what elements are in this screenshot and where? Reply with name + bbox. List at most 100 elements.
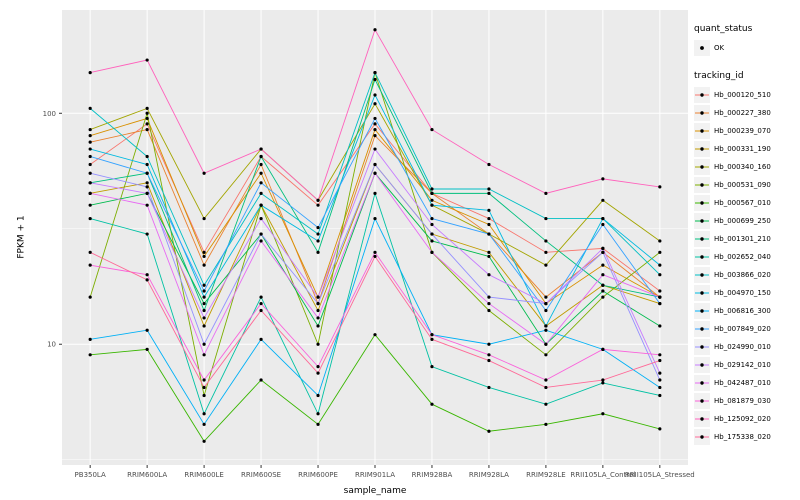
data-point — [88, 337, 92, 341]
data-point — [316, 239, 320, 243]
legend-item-Hb_000239_070: Hb_000239_070 — [694, 122, 800, 140]
data-point — [544, 342, 548, 346]
x-tick-label: RRII105LA_Stressed — [625, 471, 695, 479]
x-tick-label: RRIM600LE — [184, 471, 224, 479]
line-point-key-icon — [694, 159, 710, 175]
data-point — [658, 353, 662, 357]
line-point-key-icon — [694, 141, 710, 157]
data-point — [373, 333, 377, 337]
legend-tracking-id-title: tracking_id — [694, 71, 744, 81]
data-point — [88, 295, 92, 299]
line-point-key-icon — [694, 249, 710, 265]
data-point — [487, 295, 491, 299]
line-point-key-icon — [694, 321, 710, 337]
data-point — [544, 263, 548, 267]
data-point — [145, 58, 149, 62]
legend-item-label: Hb_024990_010 — [714, 343, 771, 351]
data-point — [202, 378, 206, 382]
legend-item-Hb_042487_010: Hb_042487_010 — [694, 374, 800, 392]
data-point — [316, 203, 320, 207]
line-point-key-icon — [694, 339, 710, 355]
x-tick-label: RRIM928LA — [469, 471, 509, 479]
data-point — [145, 154, 149, 159]
x-tick-label: RRIM600LA — [127, 471, 167, 479]
data-point — [145, 191, 149, 195]
data-point — [544, 308, 548, 313]
data-point — [430, 337, 434, 341]
data-point — [373, 134, 377, 138]
data-point — [601, 381, 605, 385]
data-point — [145, 328, 149, 332]
data-point — [202, 295, 206, 299]
data-point — [658, 301, 662, 306]
data-point — [658, 427, 662, 431]
legend-item-label: Hb_000239_070 — [714, 127, 771, 135]
data-point — [487, 273, 491, 277]
data-point — [430, 250, 434, 254]
data-point — [259, 308, 263, 313]
data-point — [259, 232, 263, 236]
data-point — [202, 301, 206, 306]
data-point — [145, 232, 149, 236]
legend-item-Hb_000567_010: Hb_000567_010 — [694, 194, 800, 212]
data-point — [544, 239, 548, 243]
data-point — [658, 371, 662, 375]
data-point — [373, 122, 377, 126]
data-point — [430, 216, 434, 221]
legend: quant_status OK tracking_id Hb_000120_51… — [694, 24, 800, 446]
data-point — [145, 111, 149, 115]
data-point — [202, 283, 206, 287]
data-point — [487, 162, 491, 167]
data-point — [487, 353, 491, 357]
data-point — [430, 232, 434, 236]
line-point-key-icon — [694, 87, 710, 103]
data-point — [658, 250, 662, 254]
legend-item-ok: OK — [694, 39, 800, 57]
data-point — [145, 185, 149, 189]
data-point — [658, 358, 662, 363]
legend-quant-status-title: quant_status — [694, 24, 753, 34]
data-point — [88, 263, 92, 267]
x-tick-label: RRII105LA_Control — [570, 471, 635, 479]
legend-item-label: Hb_000331_190 — [714, 145, 771, 153]
data-point — [487, 232, 491, 236]
legend-item-Hb_001301_210: Hb_001301_210 — [694, 230, 800, 248]
data-point — [259, 216, 263, 221]
legend-item-label: Hb_029142_010 — [714, 361, 771, 369]
data-point — [373, 216, 377, 221]
data-point — [316, 301, 320, 306]
data-point — [316, 232, 320, 236]
legend-item-Hb_000340_160: Hb_000340_160 — [694, 158, 800, 176]
data-point — [601, 412, 605, 416]
data-point — [544, 402, 548, 406]
line-point-key-icon — [694, 267, 710, 283]
legend-item-label: Hb_175338_020 — [714, 433, 771, 441]
line-point-key-icon — [694, 357, 710, 373]
data-point — [259, 181, 263, 185]
data-point — [88, 191, 92, 195]
line-point-key-icon — [694, 123, 710, 139]
data-point — [88, 353, 92, 357]
data-point — [487, 254, 491, 259]
data-point — [316, 308, 320, 313]
legend-item-Hb_000120_510: Hb_000120_510 — [694, 86, 800, 104]
legend-item-label: Hb_002652_040 — [714, 253, 771, 261]
data-point — [88, 106, 92, 110]
data-point — [658, 393, 662, 398]
line-point-key-icon — [694, 177, 710, 193]
data-point — [259, 301, 263, 306]
x-tick-label: RRIM928LE — [526, 471, 566, 479]
data-point — [259, 337, 263, 341]
data-point — [373, 171, 377, 175]
data-point — [373, 254, 377, 259]
data-point — [487, 250, 491, 254]
data-point — [658, 385, 662, 390]
data-point — [88, 127, 92, 132]
data-point — [544, 378, 548, 382]
data-point — [316, 371, 320, 375]
data-point — [259, 191, 263, 195]
data-point — [202, 342, 206, 346]
legend-item-Hb_007849_020: Hb_007849_020 — [694, 320, 800, 338]
line-point-key-icon — [694, 213, 710, 229]
data-point — [658, 295, 662, 299]
